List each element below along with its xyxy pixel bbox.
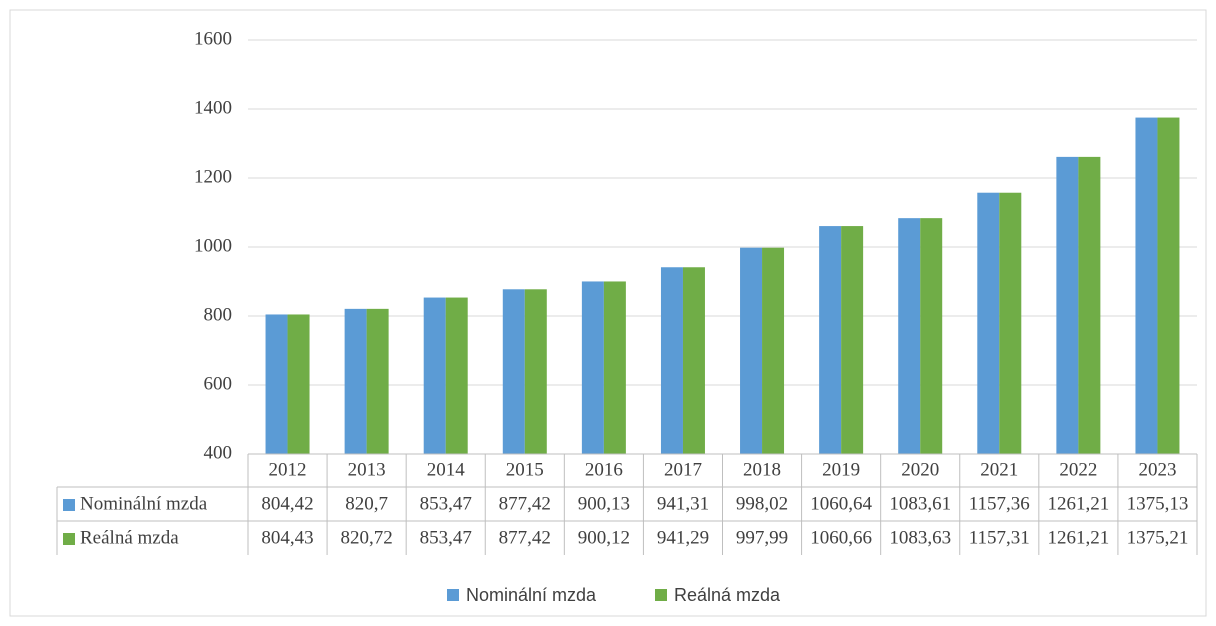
y-tick-label: 1600 <box>194 28 232 49</box>
table-value: 820,72 <box>341 527 393 548</box>
y-tick-label: 1200 <box>194 166 232 187</box>
table-value: 1083,61 <box>889 493 951 514</box>
table-row-label: Reálná mzda <box>80 527 179 548</box>
bar <box>265 314 288 454</box>
table-row-label: Nominální mzda <box>80 493 208 514</box>
legend-key <box>447 589 459 601</box>
bar <box>445 297 468 454</box>
bar <box>603 281 626 454</box>
table-value: 877,42 <box>499 527 551 548</box>
table-value: 1157,36 <box>969 493 1030 514</box>
bar <box>660 267 683 454</box>
bar <box>682 267 705 454</box>
table-value: 877,42 <box>499 493 551 514</box>
x-tick-label: 2012 <box>269 459 307 480</box>
x-tick-label: 2018 <box>743 459 781 480</box>
y-tick-label: 400 <box>204 442 233 463</box>
bar <box>819 226 842 454</box>
x-tick-label: 2019 <box>822 459 860 480</box>
x-tick-label: 2022 <box>1059 459 1097 480</box>
bar <box>898 218 921 454</box>
bar <box>1135 117 1158 455</box>
bar <box>740 247 763 454</box>
table-value: 853,47 <box>420 527 472 548</box>
bar <box>287 314 310 454</box>
x-tick-label: 2023 <box>1138 459 1176 480</box>
x-tick-label: 2016 <box>585 459 623 480</box>
table-value: 998,02 <box>736 493 788 514</box>
y-tick-label: 1000 <box>194 235 232 256</box>
bar <box>1056 156 1079 454</box>
x-tick-label: 2020 <box>901 459 939 480</box>
bar <box>502 289 525 454</box>
bar <box>524 289 547 454</box>
legend-label: Nominální mzda <box>466 585 597 605</box>
table-value: 900,12 <box>578 527 630 548</box>
table-value: 853,47 <box>420 493 472 514</box>
table-value: 1060,66 <box>810 527 872 548</box>
table-value: 900,13 <box>578 493 630 514</box>
x-tick-label: 2021 <box>980 459 1018 480</box>
table-value: 1261,21 <box>1048 527 1110 548</box>
bar <box>1157 117 1180 454</box>
x-tick-label: 2017 <box>664 459 702 480</box>
table-value: 1261,21 <box>1048 493 1110 514</box>
bar <box>999 192 1022 455</box>
table-value: 820,7 <box>345 493 388 514</box>
bar <box>344 308 367 454</box>
table-legend-key <box>63 499 75 511</box>
legend-label: Reálná mzda <box>674 585 781 605</box>
bar <box>762 247 785 454</box>
table-value: 1375,13 <box>1127 493 1189 514</box>
table-value: 1060,64 <box>810 493 872 514</box>
bar <box>423 297 446 454</box>
y-tick-label: 1400 <box>194 97 232 118</box>
table-value: 1375,21 <box>1127 527 1189 548</box>
table-value: 997,99 <box>736 527 788 548</box>
table-value: 941,31 <box>657 493 709 514</box>
table-value: 804,43 <box>261 527 313 548</box>
bar <box>1078 156 1101 454</box>
table-value: 1157,31 <box>969 527 1030 548</box>
table-value: 804,42 <box>261 493 313 514</box>
legend-key <box>655 589 667 601</box>
bar <box>920 218 943 454</box>
bar <box>581 281 604 454</box>
bar <box>977 192 1000 454</box>
bar <box>366 308 389 454</box>
table-value: 1083,63 <box>889 527 951 548</box>
x-tick-label: 2015 <box>506 459 544 480</box>
table-value: 941,29 <box>657 527 709 548</box>
table-legend-key <box>63 533 75 545</box>
y-tick-label: 800 <box>204 304 233 325</box>
bar <box>841 226 864 454</box>
x-tick-label: 2013 <box>348 459 386 480</box>
x-tick-label: 2014 <box>427 459 466 480</box>
chart-frame <box>9 9 1207 617</box>
y-tick-label: 600 <box>204 373 233 394</box>
